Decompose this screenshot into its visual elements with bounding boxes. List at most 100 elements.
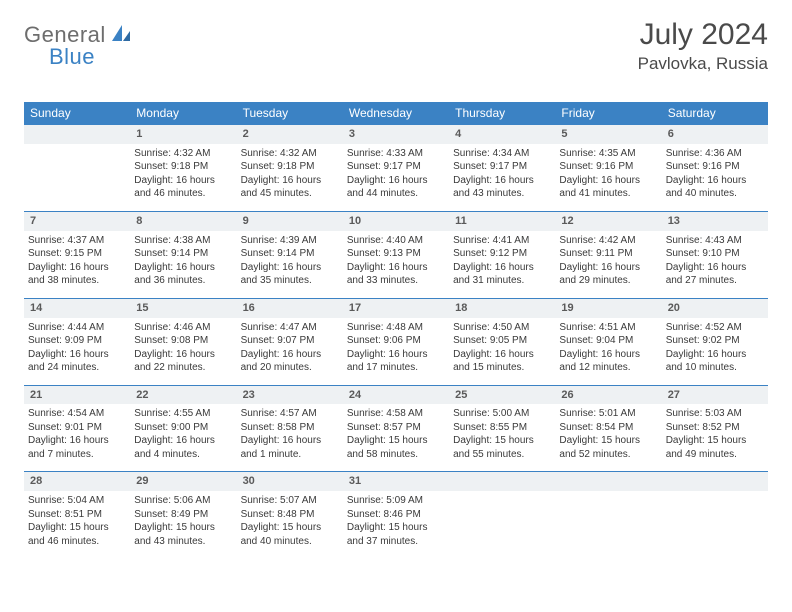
day-number: 12 xyxy=(555,212,661,231)
sunset-line: Sunset: 9:13 PM xyxy=(347,247,445,261)
sunset-line: Sunset: 9:09 PM xyxy=(28,334,126,348)
weekday-header: Monday xyxy=(130,102,236,125)
daylight-line: Daylight: 16 hours and 31 minutes. xyxy=(453,261,551,288)
daylight-line: Daylight: 16 hours and 17 minutes. xyxy=(347,348,445,375)
day-number-empty xyxy=(449,472,555,491)
sunrise-line: Sunrise: 4:32 AM xyxy=(134,147,232,161)
calendar-day-cell: 27Sunrise: 5:03 AMSunset: 8:52 PMDayligh… xyxy=(662,385,768,472)
sunset-line: Sunset: 9:18 PM xyxy=(241,160,339,174)
sunset-line: Sunset: 8:49 PM xyxy=(134,508,232,522)
weekday-header: Sunday xyxy=(24,102,130,125)
location-label: Pavlovka, Russia xyxy=(638,54,768,74)
calendar-day-cell: 7 Sunrise: 4:37 AMSunset: 9:15 PMDaylight… xyxy=(24,211,130,298)
sunset-line: Sunset: 8:51 PM xyxy=(28,508,126,522)
calendar-day-cell: 25Sunrise: 5:00 AMSunset: 8:55 PMDayligh… xyxy=(449,385,555,472)
daylight-line: Daylight: 15 hours and 58 minutes. xyxy=(347,434,445,461)
sunrise-line: Sunrise: 5:06 AM xyxy=(134,494,232,508)
day-number: 30 xyxy=(237,472,343,491)
weekday-header: Friday xyxy=(555,102,661,125)
sunrise-line: Sunrise: 4:42 AM xyxy=(559,234,657,248)
day-number-empty xyxy=(24,125,130,144)
sunrise-line: Sunrise: 5:04 AM xyxy=(28,494,126,508)
daylight-line: Daylight: 15 hours and 52 minutes. xyxy=(559,434,657,461)
calendar-day-cell: 4Sunrise: 4:34 AMSunset: 9:17 PMDaylight… xyxy=(449,125,555,212)
day-number: 26 xyxy=(555,386,661,405)
sunrise-line: Sunrise: 5:03 AM xyxy=(666,407,764,421)
day-number: 9 xyxy=(237,212,343,231)
calendar-day-cell: 9Sunrise: 4:39 AMSunset: 9:14 PMDaylight… xyxy=(237,211,343,298)
calendar-day-cell: 6Sunrise: 4:36 AMSunset: 9:16 PMDaylight… xyxy=(662,125,768,212)
daylight-line: Daylight: 16 hours and 29 minutes. xyxy=(559,261,657,288)
calendar-day-cell xyxy=(555,472,661,558)
sunrise-line: Sunrise: 4:37 AM xyxy=(28,234,126,248)
sunset-line: Sunset: 9:16 PM xyxy=(666,160,764,174)
daylight-line: Daylight: 16 hours and 7 minutes. xyxy=(28,434,126,461)
sunrise-line: Sunrise: 4:51 AM xyxy=(559,321,657,335)
sunset-line: Sunset: 9:15 PM xyxy=(28,247,126,261)
daylight-line: Daylight: 16 hours and 24 minutes. xyxy=(28,348,126,375)
sunset-line: Sunset: 9:16 PM xyxy=(559,160,657,174)
calendar-day-cell: 26Sunrise: 5:01 AMSunset: 8:54 PMDayligh… xyxy=(555,385,661,472)
calendar-day-cell: 11Sunrise: 4:41 AMSunset: 9:12 PMDayligh… xyxy=(449,211,555,298)
day-number: 19 xyxy=(555,299,661,318)
day-number: 8 xyxy=(130,212,236,231)
day-number: 17 xyxy=(343,299,449,318)
daylight-line: Daylight: 15 hours and 55 minutes. xyxy=(453,434,551,461)
daylight-line: Daylight: 16 hours and 45 minutes. xyxy=(241,174,339,201)
daylight-line: Daylight: 16 hours and 38 minutes. xyxy=(28,261,126,288)
sunrise-line: Sunrise: 4:35 AM xyxy=(559,147,657,161)
sunset-line: Sunset: 9:01 PM xyxy=(28,421,126,435)
sunrise-line: Sunrise: 4:32 AM xyxy=(241,147,339,161)
day-number: 5 xyxy=(555,125,661,144)
calendar-day-cell: 22Sunrise: 4:55 AMSunset: 9:00 PMDayligh… xyxy=(130,385,236,472)
sunset-line: Sunset: 8:48 PM xyxy=(241,508,339,522)
sunset-line: Sunset: 9:05 PM xyxy=(453,334,551,348)
sunset-line: Sunset: 9:08 PM xyxy=(134,334,232,348)
day-number: 22 xyxy=(130,386,236,405)
calendar-day-cell: 23Sunrise: 4:57 AMSunset: 8:58 PMDayligh… xyxy=(237,385,343,472)
sunrise-line: Sunrise: 4:39 AM xyxy=(241,234,339,248)
day-number: 14 xyxy=(24,299,130,318)
day-number: 7 xyxy=(24,212,130,231)
calendar-day-cell: 30Sunrise: 5:07 AMSunset: 8:48 PMDayligh… xyxy=(237,472,343,558)
sunrise-line: Sunrise: 4:41 AM xyxy=(453,234,551,248)
sunset-line: Sunset: 9:17 PM xyxy=(347,160,445,174)
calendar-week-row: 7Sunrise: 4:37 AMSunset: 9:15 PMDaylight… xyxy=(24,211,768,298)
daylight-line: Daylight: 16 hours and 10 minutes. xyxy=(666,348,764,375)
day-number: 10 xyxy=(343,212,449,231)
sunrise-line: Sunrise: 4:44 AM xyxy=(28,321,126,335)
calendar-week-row: 1Sunrise: 4:32 AMSunset: 9:18 PMDaylight… xyxy=(24,125,768,212)
daylight-line: Daylight: 16 hours and 46 minutes. xyxy=(134,174,232,201)
sunset-line: Sunset: 8:55 PM xyxy=(453,421,551,435)
calendar-day-cell: 3Sunrise: 4:33 AMSunset: 9:17 PMDaylight… xyxy=(343,125,449,212)
sunset-line: Sunset: 9:17 PM xyxy=(453,160,551,174)
month-title: July 2024 xyxy=(638,18,768,52)
calendar-day-cell: 20Sunrise: 4:52 AMSunset: 9:02 PMDayligh… xyxy=(662,298,768,385)
calendar-day-cell: 19Sunrise: 4:51 AMSunset: 9:04 PMDayligh… xyxy=(555,298,661,385)
day-number: 24 xyxy=(343,386,449,405)
daylight-line: Daylight: 16 hours and 33 minutes. xyxy=(347,261,445,288)
day-number: 13 xyxy=(662,212,768,231)
sunrise-line: Sunrise: 4:34 AM xyxy=(453,147,551,161)
sunset-line: Sunset: 9:18 PM xyxy=(134,160,232,174)
calendar-day-cell xyxy=(449,472,555,558)
calendar-day-cell: 14 Sunrise: 4:44 AMSunset: 9:09 PMDayligh… xyxy=(24,298,130,385)
day-number: 20 xyxy=(662,299,768,318)
sunset-line: Sunset: 9:14 PM xyxy=(241,247,339,261)
calendar-day-cell: 16Sunrise: 4:47 AMSunset: 9:07 PMDayligh… xyxy=(237,298,343,385)
logo-text-blue: Blue xyxy=(49,44,95,69)
daylight-line: Daylight: 16 hours and 22 minutes. xyxy=(134,348,232,375)
sunrise-line: Sunrise: 4:58 AM xyxy=(347,407,445,421)
sunrise-line: Sunrise: 5:07 AM xyxy=(241,494,339,508)
calendar-day-cell: 17Sunrise: 4:48 AMSunset: 9:06 PMDayligh… xyxy=(343,298,449,385)
day-number: 25 xyxy=(449,386,555,405)
logo-sub: Blue xyxy=(49,44,95,70)
calendar-day-cell: 24Sunrise: 4:58 AMSunset: 8:57 PMDayligh… xyxy=(343,385,449,472)
sunset-line: Sunset: 9:11 PM xyxy=(559,247,657,261)
sunset-line: Sunset: 9:07 PM xyxy=(241,334,339,348)
calendar-day-cell: 1Sunrise: 4:32 AMSunset: 9:18 PMDaylight… xyxy=(130,125,236,212)
day-number: 31 xyxy=(343,472,449,491)
day-number: 29 xyxy=(130,472,236,491)
daylight-line: Daylight: 15 hours and 37 minutes. xyxy=(347,521,445,548)
logo-sail-icon xyxy=(110,23,132,48)
